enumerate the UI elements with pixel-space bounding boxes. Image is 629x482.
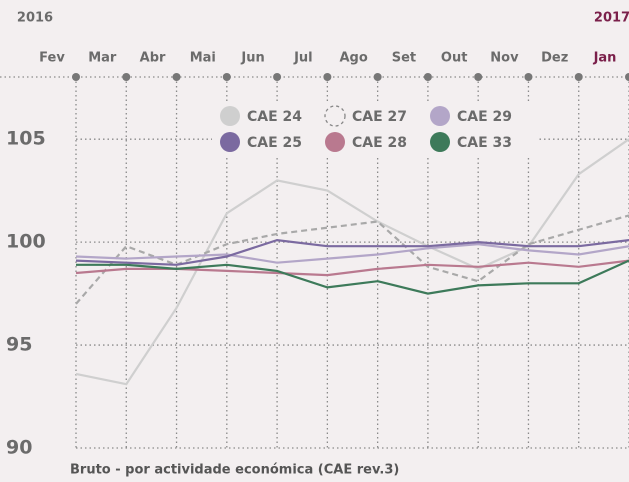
y-tick-label: 105 <box>6 128 46 150</box>
x-tick-label: Jul <box>293 51 313 66</box>
x-tick-dot <box>323 73 332 81</box>
x-tick-label: Set <box>392 51 416 66</box>
series-line <box>76 259 629 295</box>
legend-marker <box>220 106 240 126</box>
x-tick-label: Mar <box>88 51 117 66</box>
year-label: 2016 <box>17 11 53 26</box>
x-tick-dot <box>122 73 131 81</box>
legend-marker <box>430 106 450 126</box>
legend-marker <box>325 132 345 152</box>
legend-label: CAE 27 <box>352 109 407 125</box>
x-tick-dot <box>273 73 282 81</box>
x-tick-dot <box>423 73 432 81</box>
legend-bg <box>212 102 538 156</box>
x-tick-label: Fev <box>39 51 65 66</box>
series-line <box>75 243 629 264</box>
x-tick-dot <box>222 73 231 81</box>
y-tick-label: 100 <box>6 231 46 253</box>
legend-label: CAE 33 <box>457 135 512 151</box>
legend-label: CAE 28 <box>352 135 407 151</box>
x-tick-dot <box>373 73 382 81</box>
x-tick-label: Dez <box>541 51 568 66</box>
x-tick-label: Ago <box>339 51 367 66</box>
x-tick-label: Jun <box>240 51 264 66</box>
legend-label: CAE 25 <box>247 135 302 151</box>
series-line <box>75 214 629 305</box>
x-tick-label: Abr <box>140 51 166 66</box>
legend-marker <box>430 132 450 152</box>
year-label: 2017 <box>594 11 629 26</box>
x-tick-label: Nov <box>490 51 519 66</box>
x-tick-dot <box>574 73 583 81</box>
series-line <box>75 238 629 266</box>
series-line <box>75 138 629 386</box>
x-tick-dot <box>172 73 181 81</box>
legend-marker <box>220 132 240 152</box>
x-tick-dot <box>625 73 629 81</box>
x-tick-dot <box>524 73 533 81</box>
caption: Bruto - por actividade económica (CAE re… <box>70 463 399 478</box>
y-tick-label: 95 <box>6 334 32 356</box>
x-tick-label: Jan <box>593 51 617 66</box>
x-tick-label: Out <box>441 51 468 66</box>
x-tick-dot <box>474 73 483 81</box>
y-tick-label: 90 <box>6 437 32 459</box>
x-tick-label: Mai <box>190 51 216 66</box>
legend-label: CAE 29 <box>457 109 512 125</box>
legend-marker <box>324 105 346 127</box>
x-tick-dot <box>72 73 80 81</box>
legend-label: CAE 24 <box>247 109 302 125</box>
